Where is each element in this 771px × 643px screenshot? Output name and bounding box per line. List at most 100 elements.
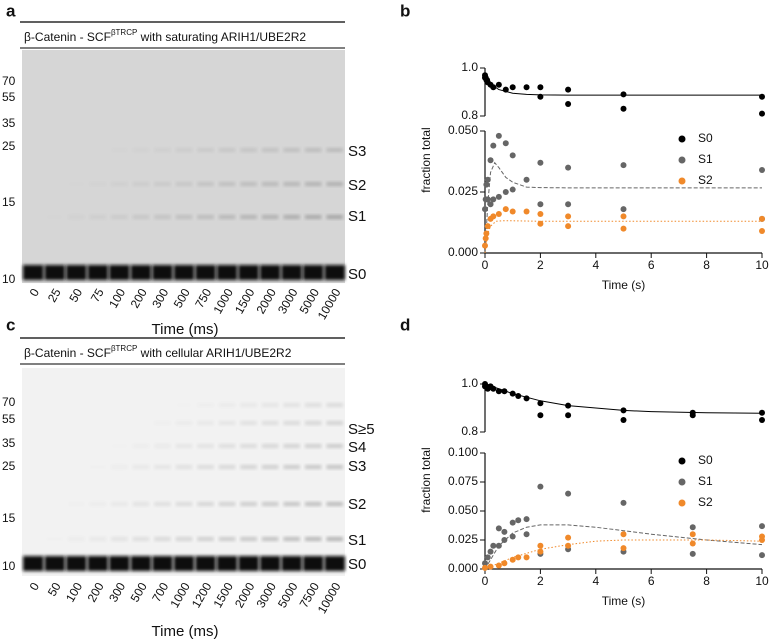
band <box>283 148 300 152</box>
band <box>109 265 130 280</box>
band <box>218 421 236 425</box>
data-point <box>620 91 627 98</box>
band <box>304 403 322 407</box>
band <box>281 556 302 571</box>
lane-label: 2000 <box>254 286 280 316</box>
band <box>175 444 193 448</box>
data-point <box>490 213 497 220</box>
data-point <box>482 206 488 213</box>
band <box>326 537 343 541</box>
title-sup: βTRCP <box>111 28 137 37</box>
band <box>111 502 128 506</box>
band <box>109 556 130 571</box>
y-tick-label: 0.050 <box>448 123 478 137</box>
band <box>154 537 171 541</box>
band <box>240 444 257 448</box>
band <box>304 148 322 152</box>
band <box>240 148 257 152</box>
band <box>326 465 343 469</box>
band <box>283 421 300 425</box>
data-point <box>565 164 572 171</box>
y-tick-label: 1.0 <box>461 60 478 74</box>
data-point <box>515 393 522 399</box>
band <box>240 403 257 407</box>
data-point <box>620 225 627 232</box>
data-point <box>620 105 627 112</box>
band <box>240 537 257 541</box>
legend-label: S0 <box>698 131 713 145</box>
band <box>283 502 300 506</box>
data-point <box>482 560 488 567</box>
marker-label: 70 <box>2 74 16 88</box>
data-point <box>509 533 516 540</box>
band <box>238 556 259 571</box>
band-label: S3 <box>348 458 366 475</box>
data-point <box>495 562 502 569</box>
lane-label: 200 <box>128 286 150 311</box>
data-point <box>509 84 516 91</box>
band <box>154 502 171 506</box>
data-point <box>689 524 696 531</box>
band <box>111 537 128 541</box>
band <box>111 182 128 186</box>
marker-label: 55 <box>2 412 16 426</box>
lane-label: 500 <box>128 580 150 605</box>
band <box>218 444 236 448</box>
data-point <box>515 554 522 561</box>
legend-label: S2 <box>698 173 713 187</box>
legend-marker <box>678 457 686 465</box>
band <box>218 215 236 219</box>
marker-label: 35 <box>2 436 16 450</box>
band <box>130 556 152 571</box>
data-point <box>565 223 572 230</box>
data-point <box>502 206 509 213</box>
data-point <box>509 556 516 563</box>
band <box>218 148 236 152</box>
band <box>68 537 85 541</box>
data-point <box>537 220 544 227</box>
data-point <box>484 176 491 183</box>
band <box>283 444 300 448</box>
data-point <box>620 545 627 552</box>
legend-marker <box>678 177 686 185</box>
lane-label: 300 <box>149 286 171 311</box>
band <box>133 444 150 448</box>
band <box>132 502 150 506</box>
band <box>175 148 193 152</box>
x-tick-label: 6 <box>648 258 655 272</box>
band <box>259 556 281 571</box>
data-point <box>689 412 696 419</box>
band <box>175 465 193 469</box>
band <box>197 421 214 425</box>
band <box>261 421 279 425</box>
data-point <box>565 490 572 497</box>
fit-line <box>484 524 763 570</box>
band <box>68 502 85 506</box>
band <box>259 265 281 280</box>
band <box>283 215 300 219</box>
band <box>283 182 300 186</box>
band-label: S0 <box>348 556 366 573</box>
panel-letter: d <box>400 315 410 334</box>
band <box>197 537 214 541</box>
data-point <box>523 516 530 523</box>
gel-title: β-Catenin - SCFβTRCP with saturating ARI… <box>24 28 306 44</box>
band <box>197 444 214 448</box>
band <box>23 556 44 571</box>
x-axis-label: Time (ms) <box>152 321 219 338</box>
lane-label: 0 <box>27 286 43 299</box>
band <box>240 465 257 469</box>
band <box>111 215 128 219</box>
band-label: S0 <box>348 266 366 283</box>
band <box>326 182 343 186</box>
marker-label: 25 <box>2 139 16 153</box>
data-point <box>490 142 497 149</box>
data-point <box>537 93 544 100</box>
lane-label: 75 <box>88 286 107 305</box>
x-tick-label: 2 <box>537 574 544 588</box>
legend-marker <box>678 499 686 507</box>
band <box>261 215 279 219</box>
band <box>302 556 324 571</box>
legend-label: S1 <box>698 152 713 166</box>
